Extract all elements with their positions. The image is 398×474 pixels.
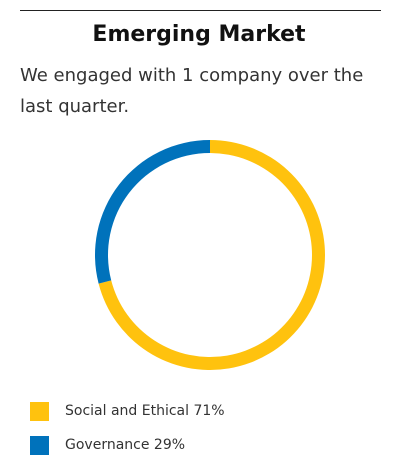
donut-chart (95, 140, 326, 370)
chart-legend: Social and Ethical 71% Governance 29% (30, 400, 370, 468)
legend-item-social-and-ethical: Social and Ethical 71% (30, 400, 370, 422)
legend-swatch-governance (30, 435, 49, 455)
donut-slice-governance (95, 140, 210, 284)
top-divider (20, 10, 381, 11)
chart-title: Emerging Market (92, 22, 306, 47)
legend-item-governance: Governance 29% (30, 434, 370, 456)
legend-swatch-social-and-ethical (30, 401, 49, 421)
legend-label-governance: Governance 29% (65, 436, 186, 453)
legend-label-social-and-ethical: Social and Ethical 71% (65, 402, 225, 419)
donut-chart-container (80, 125, 340, 385)
chart-subtitle: We engaged with 1 company over the last … (20, 65, 364, 117)
